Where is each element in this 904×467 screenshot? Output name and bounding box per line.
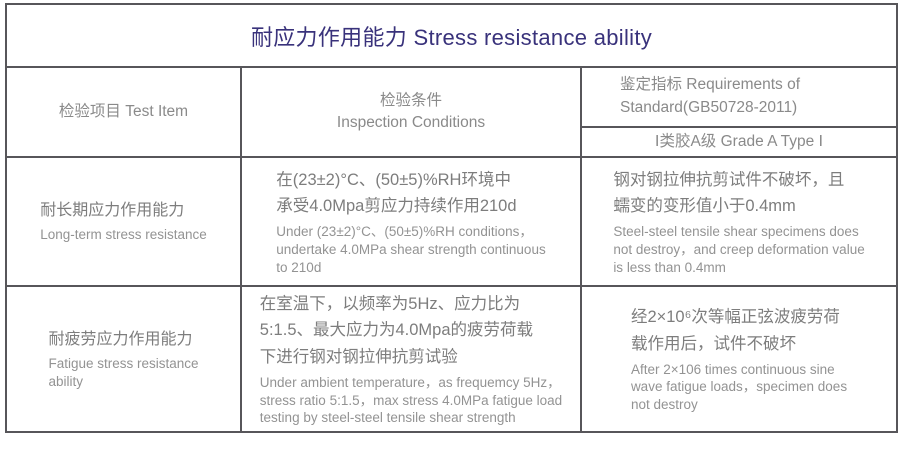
item-name-en: Long-term stress resistance (40, 227, 207, 243)
header-requirements: 鉴定指标 Requirements of Standard(GB50728-20… (579, 66, 899, 128)
header-row-grade: Ⅰ类胶A级 Grade A Type Ⅰ (6, 125, 899, 159)
cell-item-long-term: 耐长期应力作用能力 Long-term stress resistance (5, 156, 242, 287)
spec-table: 耐应力作用能力 Stress resistance ability 检验项目 T… (4, 3, 899, 433)
table-row-long-term: 耐长期应力作用能力 Long-term stress resistance 在(… (5, 156, 899, 287)
cell-requirement-fatigue: 经2×10⁶次等幅正弦波疲劳荷 载作用后，试件不破坏 After 2×106 t… (579, 285, 899, 433)
requirement-cn: 经2×10⁶次等幅正弦波疲劳荷 载作用后，试件不破坏 (630, 308, 840, 353)
item-name-en: Fatigue stress resistance ability (48, 355, 199, 389)
cell-inner: 钢对钢拉伸抗剪试件不破坏，且 蠕变的变形值小于0.4mm Steel-steel… (613, 167, 864, 277)
cell-condition-long-term: 在(23±2)°C、(50±5)%RH环境中 承受4.0Mpa剪应力持续作用21… (240, 156, 582, 287)
cell-item-fatigue: 耐疲劳应力作用能力 Fatigue stress resistance abil… (5, 285, 242, 433)
cell-inner: 在(23±2)°C、(50±5)%RH环境中 承受4.0Mpa剪应力持续作用21… (276, 167, 545, 277)
header-test-item: 检验项目 Test Item (5, 66, 242, 158)
cell-condition-fatigue: 在室温下，以频率为5Hz、应力比为 5:1.5、最大应力为4.0Mpa的疲劳荷载… (240, 285, 582, 433)
title-row: 耐应力作用能力 Stress resistance ability (4, 3, 899, 68)
requirement-cn: 钢对钢拉伸抗剪试件不破坏，且 蠕变的变形值小于0.4mm (613, 170, 845, 216)
table-row-fatigue: 耐疲劳应力作用能力 Fatigue stress resistance abil… (5, 285, 899, 433)
cell-inner: 耐疲劳应力作用能力 Fatigue stress resistance abil… (48, 328, 198, 391)
condition-en: Under (23±2)°C、(50±5)%RH conditions， und… (276, 224, 546, 275)
condition-en: Under ambient temperature，as frequemcy 5… (259, 374, 563, 426)
cell-inner: 经2×10⁶次等幅正弦波疲劳荷 载作用后，试件不破坏 After 2×106 t… (631, 304, 847, 414)
requirement-en: Steel-steel tensile shear specimens does… (613, 224, 865, 275)
table-title: 耐应力作用能力 Stress resistance ability (4, 3, 899, 68)
header-grade: Ⅰ类胶A级 Grade A Type Ⅰ (579, 125, 899, 159)
item-name-cn: 耐疲劳应力作用能力 (48, 330, 193, 348)
item-name-cn: 耐长期应力作用能力 (40, 202, 185, 220)
requirement-en: After 2×106 times continuous sine wave f… (630, 361, 848, 413)
cell-requirement-long-term: 钢对钢拉伸抗剪试件不破坏，且 蠕变的变形值小于0.4mm Steel-steel… (579, 156, 899, 287)
cell-inner: 耐长期应力作用能力 Long-term stress resistance (40, 199, 207, 244)
cell-inner: 在室温下，以频率为5Hz、应力比为 5:1.5、最大应力为4.0Mpa的疲劳荷载… (260, 291, 562, 428)
condition-cn: 在室温下，以频率为5Hz、应力比为 5:1.5、最大应力为4.0Mpa的疲劳荷载… (259, 294, 534, 367)
condition-cn: 在(23±2)°C、(50±5)%RH环境中 承受4.0Mpa剪应力持续作用21… (276, 170, 517, 216)
header-row-top: 检验项目 Test Item 检验条件 Inspection Condition… (5, 66, 899, 158)
header-inspection-conditions: 检验条件 Inspection Conditions (240, 66, 582, 158)
